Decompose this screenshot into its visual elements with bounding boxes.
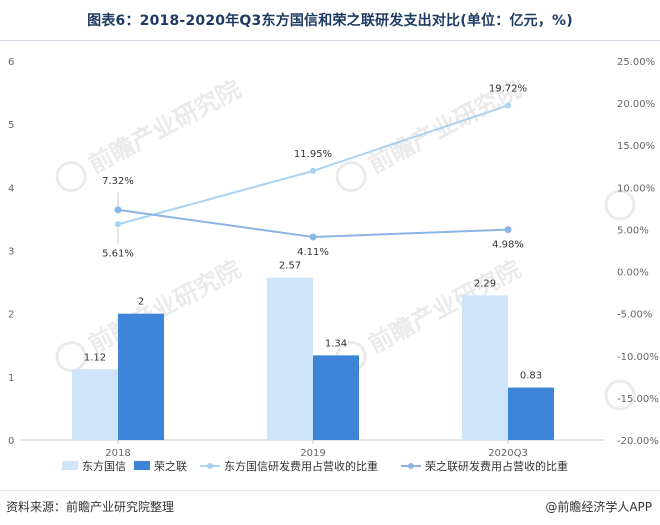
right-axis-tick-label: -10.00% <box>617 352 659 363</box>
line-point <box>504 226 512 234</box>
legend-label: 东方国信 <box>82 459 126 473</box>
legend-label: 荣之联研发费用占营收的比重 <box>425 459 568 473</box>
title-divider <box>0 40 660 41</box>
line-data-label: 5.61% <box>102 248 134 259</box>
legend-marker <box>207 463 213 469</box>
right-axis-tick-label: 25.00% <box>617 57 655 68</box>
bar-data-label: 2 <box>138 297 144 308</box>
watermark <box>604 379 636 411</box>
line-data-label: 7.32% <box>102 176 134 187</box>
right-axis-tick-label: 5.00% <box>617 225 649 236</box>
legend-swatch <box>62 461 78 470</box>
line-point <box>310 167 316 174</box>
legend-swatch <box>134 461 150 470</box>
footer-divider <box>0 490 660 491</box>
bar-东方国信 <box>72 369 118 440</box>
line-point <box>115 221 121 228</box>
line-data-label: 11.95% <box>294 149 332 160</box>
legend-label: 荣之联 <box>154 459 187 473</box>
bar-data-label: 1.34 <box>325 338 347 349</box>
right-axis-tick-label: -20.00% <box>617 436 659 447</box>
right-axis-tick-label: 15.00% <box>617 141 655 152</box>
watermark: 前瞻产业研究院 <box>55 75 245 193</box>
lines-layer <box>114 102 512 241</box>
line-point <box>505 102 511 109</box>
line-荣之联研发费用占营收的比重 <box>117 208 509 238</box>
legend-item: 荣之联 <box>134 459 187 473</box>
right-axis-tick-label: -5.00% <box>617 310 652 321</box>
right-axis-tick-label: 10.00% <box>617 183 655 194</box>
bar-data-label: 0.83 <box>520 371 542 382</box>
legend: 东方国信 荣之联 东方国信研发费用占营收的比重 荣之联研发费用占营收的比重 <box>62 459 568 473</box>
watermark <box>604 189 636 221</box>
brand-credit: @前瞻经济学人APP <box>545 500 652 514</box>
bar-data-label: 2.57 <box>279 261 301 272</box>
left-axis-tick-label: 5 <box>8 120 14 131</box>
legend-item: 荣之联研发费用占营收的比重 <box>401 459 568 473</box>
watermark-text: 前瞻产业研究院 <box>84 75 245 179</box>
line-data-label: 4.98% <box>492 240 524 251</box>
left-axis-tick-label: 1 <box>8 373 14 384</box>
line-data-label: 19.72% <box>489 83 527 94</box>
chart-title: 图表6：2018-2020年Q3东方国信和荣之联研发支出对比(单位：亿元，%) <box>87 13 573 29</box>
source-note: 资料来源：前瞻产业研究院整理 <box>6 500 175 514</box>
watermark-text: 前瞻产业研究院 <box>84 255 245 359</box>
data-labels-layer: 1.12 2.57 2.29 2 1.34 0.83 5.61% 11.95% 19.72% 7.… <box>84 83 542 381</box>
x-axis-tick-label: 2018 <box>105 448 130 459</box>
watermark-logo-icon <box>335 161 367 193</box>
legend-item: 东方国信研发费用占营收的比重 <box>200 459 378 473</box>
right-axis-tick-label: -15.00% <box>617 394 659 405</box>
legend-marker <box>408 463 414 469</box>
left-axis-tick-label: 4 <box>8 183 14 194</box>
line-point <box>309 233 317 241</box>
watermark-logo-icon <box>604 189 636 221</box>
bar-data-label: 2.29 <box>474 278 496 289</box>
x-axis-tick-label: 2020Q3 <box>488 448 528 459</box>
bars-layer <box>72 277 554 440</box>
bar-东方国信 <box>267 277 313 440</box>
legend-label: 东方国信研发费用占营收的比重 <box>224 459 378 473</box>
bar-荣之联 <box>508 387 554 440</box>
bar-荣之联 <box>313 355 359 440</box>
line-point <box>114 206 122 214</box>
bar-东方国信 <box>462 295 508 440</box>
legend-item: 东方国信 <box>62 459 126 473</box>
watermark-logo-icon <box>55 161 87 193</box>
x-axis-tick-label: 2019 <box>300 448 325 459</box>
left-axis-tick-label: 2 <box>8 310 14 321</box>
right-axis-tick-label: 20.00% <box>617 99 655 110</box>
bar-data-label: 1.12 <box>84 352 106 363</box>
left-axis-tick-label: 0 <box>8 436 14 447</box>
left-axis-tick-label: 3 <box>8 247 14 258</box>
bar-荣之联 <box>118 313 164 440</box>
watermark-logo-icon <box>604 379 636 411</box>
watermark-logo-icon <box>55 341 87 373</box>
line-data-label: 4.11% <box>297 247 329 258</box>
left-axis-tick-label: 6 <box>8 57 14 68</box>
right-axis-tick-label: 0.00% <box>617 268 649 279</box>
